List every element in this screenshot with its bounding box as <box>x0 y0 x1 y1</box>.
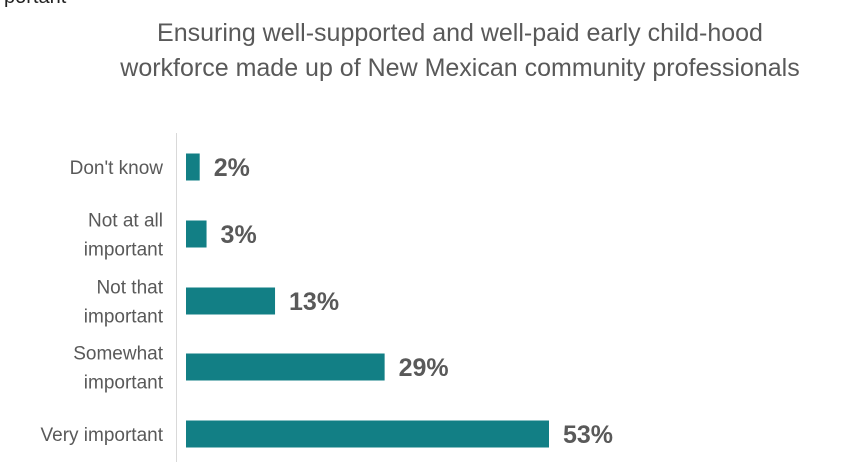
chart-title: Ensuring well-supported and well-paid ea… <box>120 19 800 82</box>
category-label-3: Somewhat important <box>73 344 164 394</box>
value-label-1: 3% <box>221 221 257 249</box>
bar-1 <box>186 220 207 248</box>
category-label-2: Not that important <box>84 278 164 328</box>
value-label-2: 13% <box>289 288 339 316</box>
value-label-4: 53% <box>563 421 613 449</box>
category-label-0: Don't know <box>70 158 164 179</box>
bar-0 <box>186 153 200 181</box>
category-label-1: Not at all important <box>84 211 164 261</box>
bar-4 <box>186 420 549 448</box>
bar-2 <box>186 287 276 315</box>
bars-layer <box>186 153 549 448</box>
value-label-3: 29% <box>399 354 449 382</box>
cut-off-heading-text: portant <box>4 0 66 9</box>
category-label-4: Very important <box>41 425 164 446</box>
value-label-0: 2% <box>214 154 250 182</box>
bar-3 <box>186 353 385 381</box>
labels-layer: 2% Don't know 3% Not at all important 13% Not … <box>41 154 614 449</box>
